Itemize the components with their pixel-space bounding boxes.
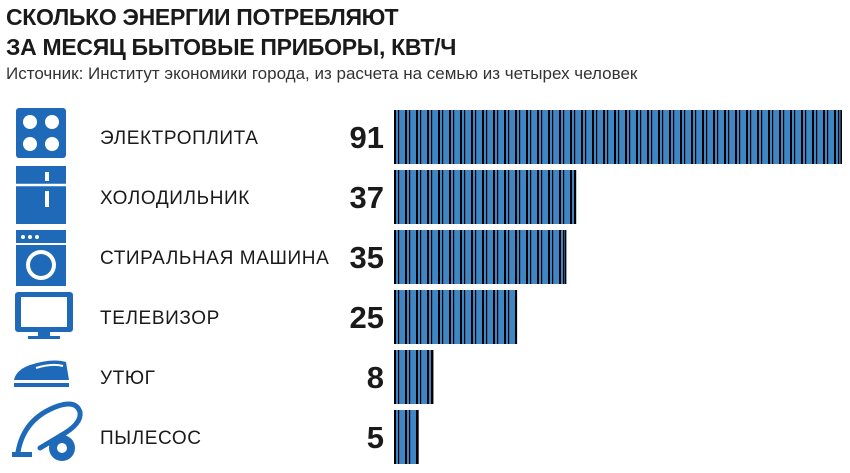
bar — [394, 350, 434, 404]
value-label: 37 — [350, 180, 384, 215]
value-label: 25 — [350, 300, 384, 335]
category-label: ХОЛОДИЛЬНИК — [100, 188, 250, 209]
bar-row: ЭЛЕКТРОПЛИТА 91 — [16, 108, 842, 164]
chart-title: СКОЛЬКО ЭНЕРГИИ ПОТРЕБЛЯЮТ ЗА МЕСЯЦ БЫТО… — [6, 2, 456, 62]
category-label: СТИРАЛЬНАЯ МАШИНА — [100, 248, 329, 269]
bar — [394, 230, 567, 284]
chart-source: Источник: Институт экономики города, из … — [6, 64, 638, 83]
bar — [394, 290, 518, 344]
bar — [394, 410, 419, 464]
bar — [394, 110, 842, 164]
bar-row: ХОЛОДИЛЬНИК 37 — [16, 166, 577, 224]
value-label: 5 — [367, 420, 384, 455]
bar-row: СТИРАЛЬНАЯ МАШИНА 35 — [16, 230, 567, 286]
bar-row: ПЫЛЕСОС 5 — [12, 401, 419, 464]
stove-icon — [16, 108, 66, 158]
value-label: 35 — [350, 240, 384, 275]
vacuum-cleaner-icon — [12, 401, 83, 461]
chart-title-line-1: СКОЛЬКО ЭНЕРГИИ ПОТРЕБЛЯЮТ — [6, 4, 399, 30]
bar-row: ТЕЛЕВИЗОР 25 — [15, 290, 518, 344]
value-label: 91 — [350, 120, 384, 155]
tv-icon — [15, 292, 73, 339]
category-label: ПЫЛЕСОС — [100, 428, 202, 449]
category-label: УТЮГ — [100, 368, 156, 389]
bar-row: УТЮГ 8 — [14, 350, 434, 404]
fridge-icon — [16, 166, 66, 224]
value-label: 8 — [367, 360, 384, 395]
category-label: ТЕЛЕВИЗОР — [100, 308, 220, 329]
category-label: ЭЛЕКТРОПЛИТА — [100, 128, 259, 149]
iron-icon — [14, 360, 69, 387]
washing-machine-icon — [16, 230, 66, 286]
chart-title-line-2: ЗА МЕСЯЦ БЫТОВЫЕ ПРИБОРЫ, КВТ/Ч — [6, 34, 457, 60]
bar — [394, 170, 577, 224]
